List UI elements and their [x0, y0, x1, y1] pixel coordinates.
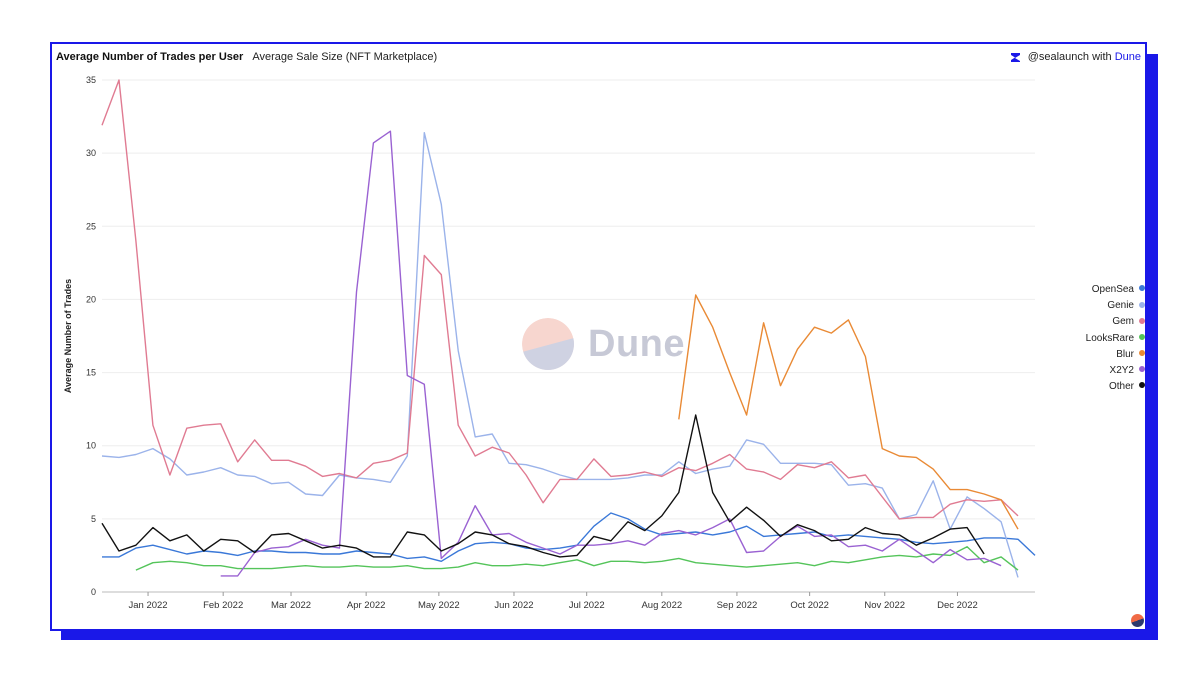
y-tick-label: 20: [86, 294, 96, 304]
x-tick-label: Apr 2022: [347, 600, 386, 611]
legend-item-opensea[interactable]: OpenSea: [1075, 282, 1145, 298]
legend-item-looksrare[interactable]: LooksRare: [1075, 331, 1145, 347]
series-line-opensea: [102, 512, 1036, 562]
series-line-looksrare: [135, 546, 1019, 571]
legend-swatch: [1139, 285, 1145, 292]
dune-watermark-icon: [522, 318, 574, 370]
x-tick-label: Sep 2022: [717, 600, 758, 611]
chart-legend: OpenSea Genie Gem LooksRare Blur X2Y2 Other: [1075, 282, 1145, 395]
dune-corner-logo-icon: [1131, 614, 1144, 627]
y-tick-label: 30: [86, 148, 96, 158]
credit[interactable]: @sealaunch with Dune: [1010, 48, 1141, 66]
series-line-gem: [101, 79, 1019, 520]
legend-label: Genie: [1107, 300, 1134, 312]
legend-label: Blur: [1116, 348, 1134, 360]
x-tick-label: Jun 2022: [494, 600, 533, 611]
credit-handle: @sealaunch with: [1027, 51, 1112, 63]
legend-swatch: [1139, 366, 1145, 373]
series-line-x2y2: [220, 130, 1002, 577]
legend-swatch: [1139, 333, 1145, 340]
legend-swatch: [1139, 382, 1145, 389]
chart-card: Average Number of Trades per User Averag…: [50, 42, 1147, 631]
y-axis-label: Average Number of Trades: [63, 279, 73, 393]
sealaunch-logo-icon: [1010, 52, 1020, 62]
y-tick-label: 0: [91, 587, 96, 597]
legend-item-genie[interactable]: Genie: [1075, 298, 1145, 314]
legend-item-gem[interactable]: Gem: [1075, 314, 1145, 330]
x-tick-label: Jul 2022: [569, 600, 605, 611]
y-tick-label: 25: [86, 221, 96, 231]
dune-watermark: Dune: [522, 316, 685, 372]
legend-label: LooksRare: [1085, 332, 1134, 344]
legend-swatch: [1139, 317, 1145, 324]
legend-swatch: [1139, 301, 1145, 308]
x-tick-label: Oct 2022: [790, 600, 829, 611]
x-tick-label: Jan 2022: [128, 600, 167, 611]
legend-item-other[interactable]: Other: [1075, 379, 1145, 395]
x-tick-label: Dec 2022: [937, 600, 978, 611]
series-line-other: [101, 414, 985, 558]
series-line-blur: [678, 294, 1019, 530]
dune-watermark-text: Dune: [588, 322, 685, 365]
credit-brand-link[interactable]: Dune: [1114, 51, 1141, 63]
y-tick-label: 10: [86, 441, 96, 451]
legend-label: Gem: [1112, 316, 1134, 328]
legend-swatch: [1139, 350, 1145, 357]
x-tick-label: Mar 2022: [271, 600, 311, 611]
y-tick-label: 5: [91, 514, 96, 524]
x-tick-label: May 2022: [418, 600, 460, 611]
chart-subtitle: Average Sale Size (NFT Marketplace): [252, 51, 438, 63]
y-tick-label: 15: [86, 368, 96, 378]
legend-item-blur[interactable]: Blur: [1075, 347, 1145, 363]
x-tick-label: Feb 2022: [203, 600, 243, 611]
y-tick-label: 35: [86, 75, 96, 85]
legend-item-x2y2[interactable]: X2Y2: [1075, 363, 1145, 379]
legend-label: OpenSea: [1091, 284, 1134, 295]
x-tick-label: Nov 2022: [864, 600, 905, 611]
legend-label: Other: [1108, 381, 1134, 393]
series-line-genie: [101, 132, 1019, 578]
chart-title: Average Number of Trades per User: [56, 51, 244, 63]
chart-header: Average Number of Trades per User Averag…: [56, 48, 1141, 66]
x-tick-label: Aug 2022: [641, 600, 682, 611]
legend-label: X2Y2: [1109, 364, 1134, 376]
